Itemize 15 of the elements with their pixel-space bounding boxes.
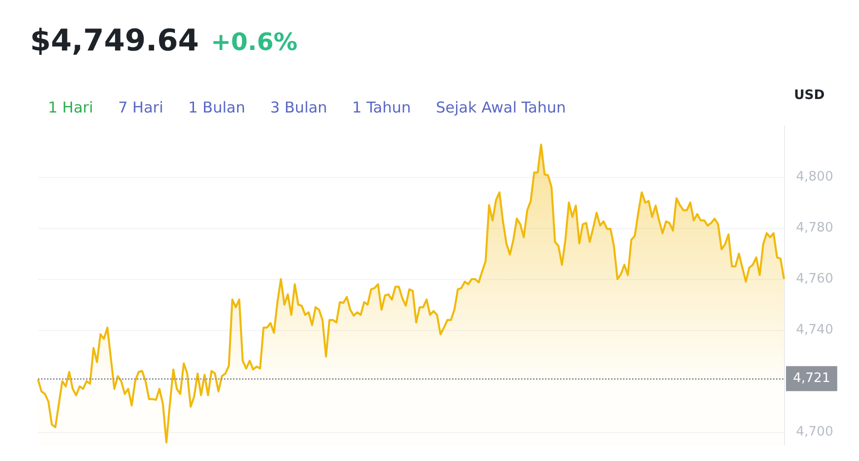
- chart-subtitle: +0.6%: [210, 28, 298, 56]
- text: Sejak Awal Tahun: [436, 98, 566, 116]
- text: 1 Bulan: [188, 98, 246, 116]
- y-tick-label: 4,800: [796, 170, 834, 185]
- ref-line-label: 4,721: [793, 371, 830, 386]
- y-tick-label: 4,760: [796, 272, 834, 287]
- chart-title: $4,749.64: [30, 24, 199, 58]
- text: 1 Tahun: [352, 98, 411, 116]
- text: 1 Hari: [48, 98, 94, 116]
- y-tick-label: 4,700: [796, 424, 834, 440]
- y-axis-title: USD: [794, 88, 825, 103]
- y-tick-label: 4,780: [796, 220, 834, 236]
- y-tick-label: 4,740: [796, 322, 834, 338]
- text: 3 Bulan: [270, 98, 328, 116]
- text: 7 Hari: [118, 98, 164, 116]
